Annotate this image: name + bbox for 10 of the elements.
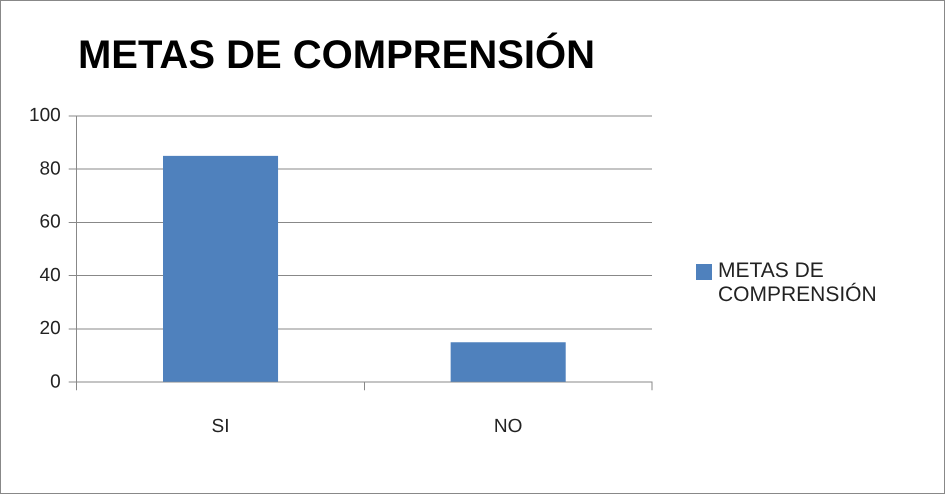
y-tick-label: 0 <box>50 371 61 392</box>
legend-label: METAS DE COMPRENSIÓN <box>718 259 878 307</box>
y-tick-label: 40 <box>40 264 61 286</box>
y-tick-label: 60 <box>40 212 61 233</box>
chart-title: METAS DE COMPRENSIÓN <box>78 32 596 78</box>
x-tick-label: NO <box>494 416 522 437</box>
y-tick-label: 80 <box>40 158 61 180</box>
y-tick-label: 100 <box>29 105 61 126</box>
y-tick-label: 20 <box>40 318 61 340</box>
x-tick-label: SI <box>212 416 230 437</box>
